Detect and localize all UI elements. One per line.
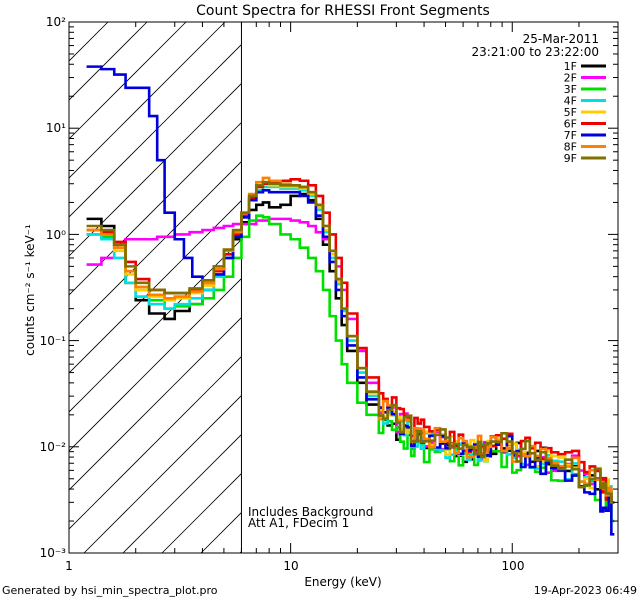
legend-label-6F: 6F	[564, 118, 577, 131]
y-axis-ticks	[69, 21, 618, 554]
annotation-attenuator: Att A1, FDecim 1	[248, 516, 349, 530]
legend-label-5F: 5F	[564, 106, 577, 119]
legend-label-3F: 3F	[564, 83, 577, 96]
legend-label-2F: 2F	[564, 72, 577, 85]
footer-timestamp: 19-Apr-2023 06:49	[534, 584, 637, 597]
y-tick-label-1e-1: 10⁻¹	[40, 334, 67, 348]
hatch-line-6	[69, 82, 242, 257]
legend-label-9F: 9F	[564, 152, 577, 165]
hatch-line-7	[69, 121, 242, 296]
time-range-label: 23:21:00 to 23:22:00	[472, 45, 599, 59]
legend-label-8F: 8F	[564, 141, 577, 154]
hatch-line-15	[122, 433, 242, 553]
series-line-9F	[86, 180, 615, 504]
x-tick-label-10: 10	[283, 559, 298, 573]
chart-title: Count Spectra for RHESSI Front Segments	[196, 3, 490, 19]
y-tick-label-1e1: 10¹	[46, 121, 66, 135]
hatch-line-12	[69, 316, 242, 491]
hatch-line-9	[69, 199, 242, 374]
x-axis-ticks	[68, 22, 619, 553]
legend-label-1F: 1F	[564, 60, 577, 73]
x-tick-label-1: 1	[65, 559, 73, 573]
legend-label-7F: 7F	[564, 129, 577, 142]
footer-generated-by: Generated by hsi_min_spectra_plot.pro	[2, 584, 218, 597]
x-tick-label-100: 100	[502, 559, 525, 573]
legend-label-4F: 4F	[564, 95, 577, 108]
hatch-line-3	[69, 22, 187, 140]
series-group	[86, 65, 615, 536]
hatch-line-14	[83, 394, 242, 553]
hatch-line-4	[69, 22, 226, 179]
annotation-background: Includes Background	[248, 505, 373, 519]
y-tick-label-1e0: 10⁰	[46, 228, 66, 242]
y-tick-label-1e2: 10²	[46, 15, 66, 29]
y-tick-label-1e-2: 10⁻²	[40, 440, 67, 454]
plot-frame	[68, 21, 619, 554]
x-axis-label: Energy (keV)	[304, 575, 381, 589]
y-axis-label: counts cm⁻² s⁻¹ keV⁻¹	[23, 224, 37, 356]
hatch-line-13	[69, 355, 242, 530]
hatch-line-8	[69, 160, 242, 335]
date-label: 25-Mar-2011	[523, 32, 599, 46]
hatch-line-11	[69, 277, 242, 452]
series-line-3F	[86, 214, 615, 523]
y-tick-label-1e-3: 10⁻³	[40, 546, 67, 560]
hatch-line-1	[69, 22, 109, 62]
hatch-line-5	[69, 43, 242, 218]
